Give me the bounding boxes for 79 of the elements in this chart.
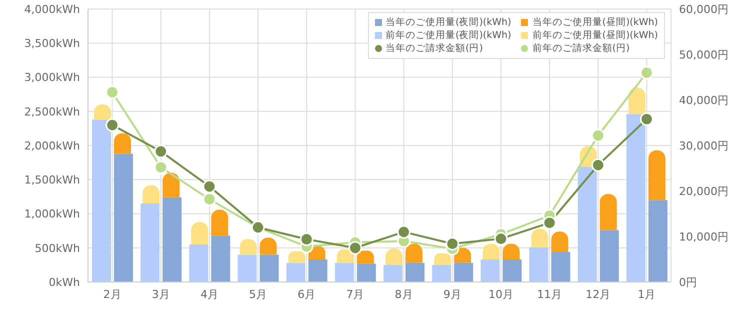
point <box>348 241 362 255</box>
bar <box>334 262 354 282</box>
point <box>106 86 120 100</box>
x-tick-label: 5月 <box>249 288 268 301</box>
bar <box>454 262 474 282</box>
y2-tick-label: 60,000円 <box>679 2 728 16</box>
bar <box>578 166 597 282</box>
bar <box>356 264 376 282</box>
y-tick-label: 3,500kWh <box>24 37 80 50</box>
bar <box>529 247 548 282</box>
x-tick-label: 9月 <box>443 288 462 301</box>
bar <box>628 87 646 114</box>
point <box>154 160 168 174</box>
y-tick-label: 2,000kWh <box>24 139 80 152</box>
y2-tick-label: 30,000円 <box>679 139 728 152</box>
bar <box>211 236 230 282</box>
y2-tick-label: 40,000円 <box>679 94 728 107</box>
legend-label: 当年のご使用量(夜間)(kWh) <box>386 16 512 29</box>
y2-tick-label: 10,000円 <box>679 230 728 244</box>
y-tick-label: 4,000kWh <box>24 2 80 16</box>
bar <box>432 264 452 282</box>
legend-label: 当年のご請求金額(円) <box>386 42 483 55</box>
bar <box>140 204 160 282</box>
legend-label: 当年のご使用量(昼間)(kWh) <box>532 16 658 29</box>
x-tick-label: 8月 <box>394 288 413 301</box>
point <box>106 118 120 132</box>
bar <box>114 154 133 282</box>
bar <box>502 259 522 282</box>
x-tick-label: 1月 <box>638 288 656 301</box>
point <box>640 112 654 126</box>
bar <box>260 254 279 282</box>
x-tick-label: 11月 <box>537 288 562 301</box>
x-tick-label: 7月 <box>346 288 364 301</box>
bar <box>189 244 208 282</box>
point <box>591 158 605 172</box>
y-tick-label: 2,500kWh <box>24 105 80 118</box>
bar <box>626 114 646 282</box>
y-tick-label: 1,500kWh <box>24 174 80 187</box>
y-tick-label: 1,000kWh <box>24 208 80 221</box>
x-tick-label: 4月 <box>200 288 218 301</box>
x-tick-label: 12月 <box>586 288 611 301</box>
point <box>446 237 460 251</box>
bar <box>211 210 228 236</box>
bar <box>384 264 402 282</box>
bar <box>238 254 257 282</box>
x-tick-label: 2月 <box>103 288 122 301</box>
bar <box>286 262 306 282</box>
point <box>300 232 314 246</box>
bar <box>648 200 668 282</box>
bar <box>551 252 570 282</box>
x-tick-label: 3月 <box>152 288 170 301</box>
y2-tick-label: 20,000円 <box>679 184 728 198</box>
bar <box>600 230 619 282</box>
bar <box>162 197 182 282</box>
y-tick-label: 500kWh <box>34 242 80 255</box>
bar <box>600 194 617 230</box>
point <box>542 216 556 230</box>
bar <box>406 262 424 282</box>
legend-label: 前年のご請求金額(円) <box>532 42 630 55</box>
y2-tick-label: 0円 <box>679 276 697 289</box>
point <box>494 232 508 246</box>
bar <box>480 259 500 282</box>
point <box>397 225 411 239</box>
point <box>640 66 654 80</box>
point <box>202 180 216 194</box>
x-tick-label: 10月 <box>488 288 514 301</box>
bar <box>162 172 180 198</box>
bar <box>92 120 111 282</box>
bar <box>648 150 666 200</box>
point <box>154 144 168 158</box>
legend-label: 前年のご使用量(昼間)(kWh) <box>532 29 658 42</box>
x-tick-label: 6月 <box>298 288 316 301</box>
bar <box>308 259 328 282</box>
y2-tick-label: 50,000円 <box>679 48 728 62</box>
point <box>202 192 216 206</box>
point <box>591 128 605 142</box>
y-tick-label: 3,000kWh <box>24 71 80 84</box>
legend-label: 前年のご使用量(夜間)(kWh) <box>386 29 512 42</box>
y-tick-label: 0kWh <box>48 276 80 289</box>
